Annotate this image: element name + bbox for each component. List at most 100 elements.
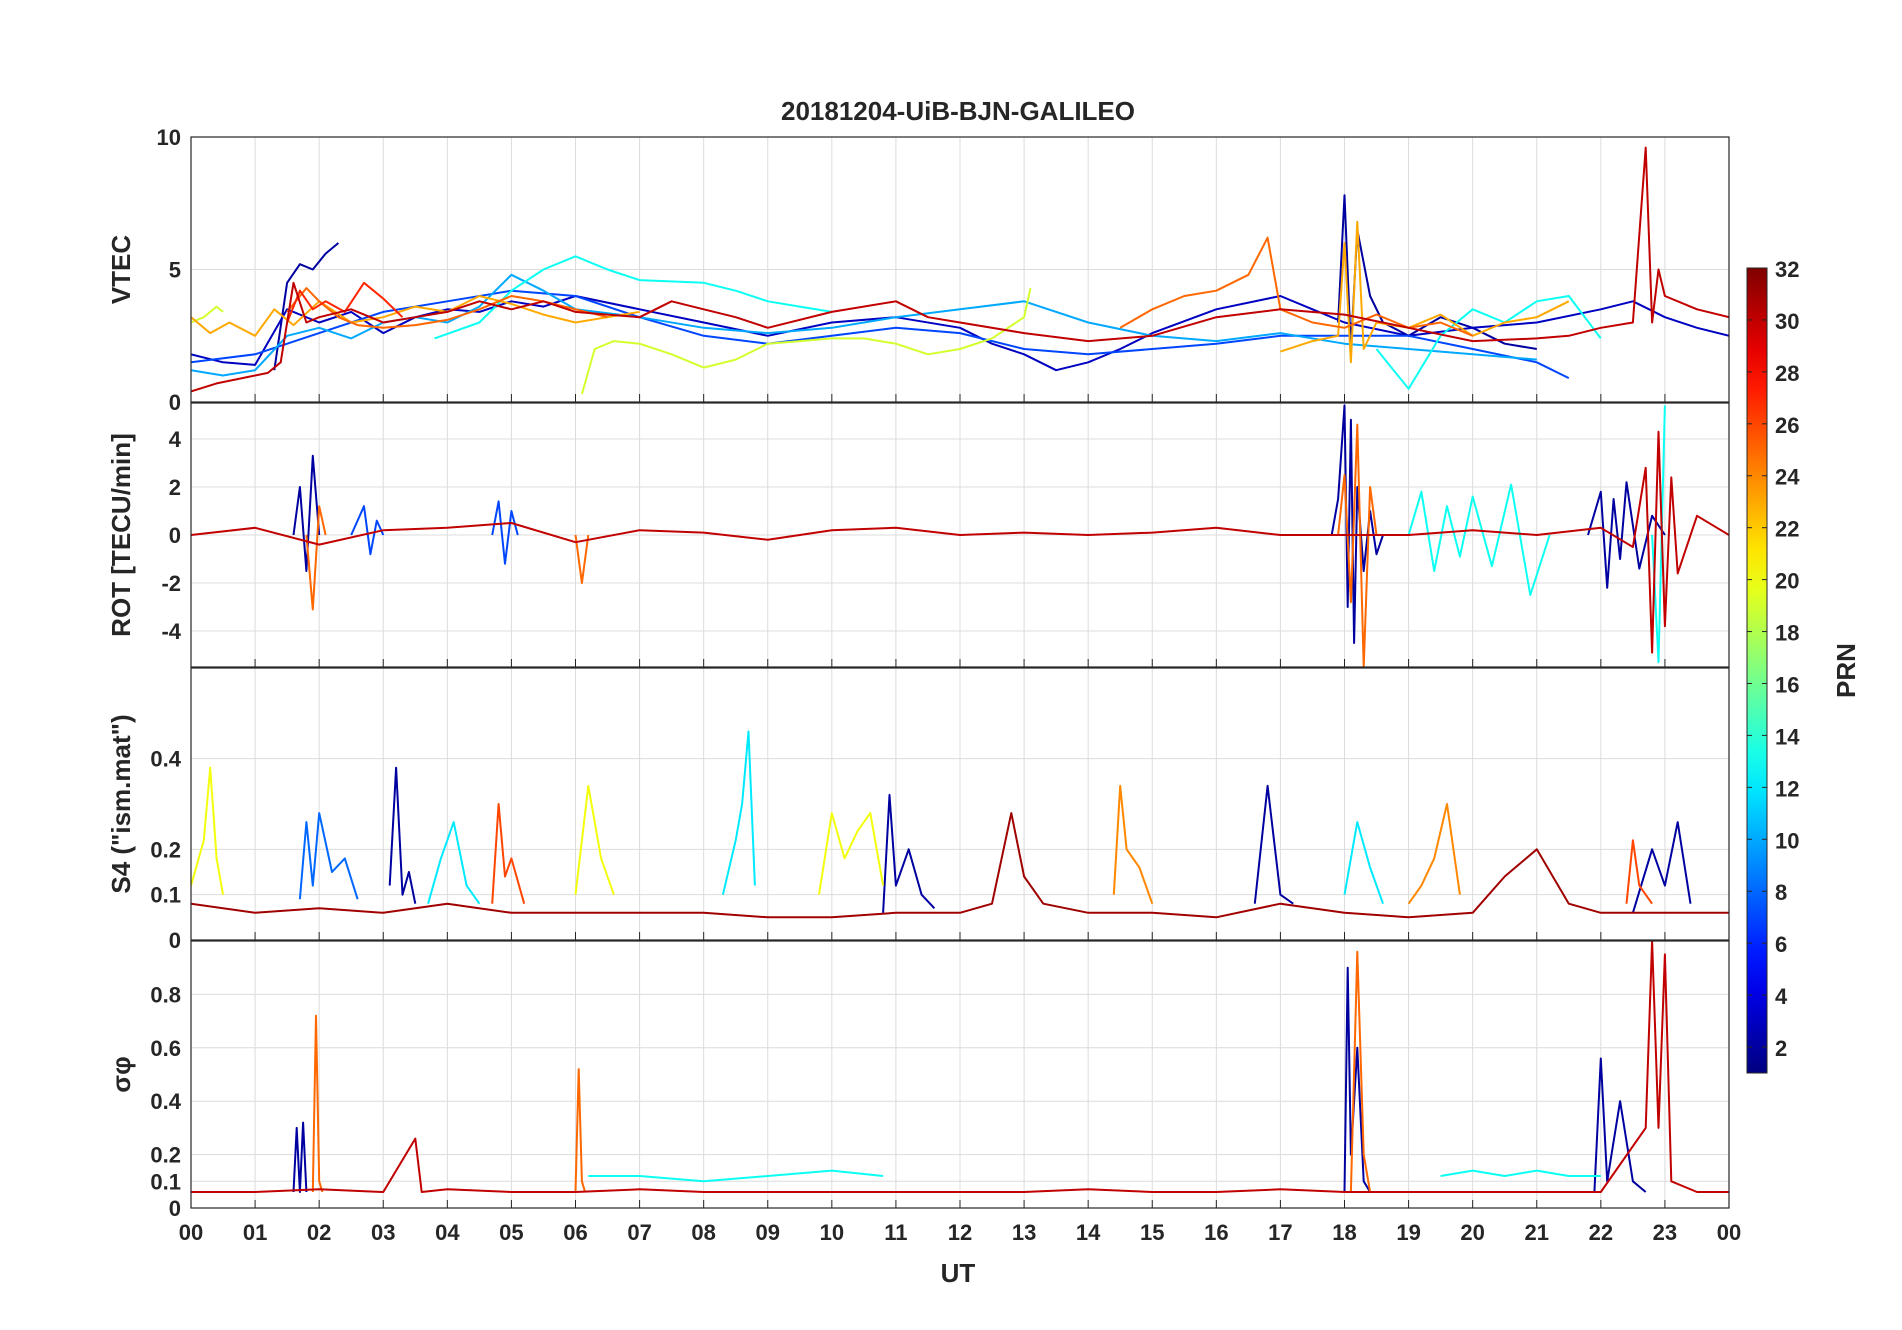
series-line-prn-13 (1375, 295, 1602, 390)
series-line-prn-12 (1343, 821, 1384, 905)
series-line-prn-13 (1440, 1169, 1601, 1177)
x-tick-label: 06 (563, 1220, 587, 1245)
colorbar-tick-label: 2 (1775, 1036, 1787, 1061)
series-line-prn-25 (574, 534, 590, 584)
series-line-prn-12 (721, 730, 756, 895)
series-line-prn-2 (1253, 784, 1294, 905)
series-line-prn-3 (191, 295, 1729, 372)
y-axis-label: σφ (106, 1056, 136, 1092)
x-tick-label: 17 (1268, 1220, 1292, 1245)
colorbar-tick-label: 24 (1775, 465, 1800, 490)
series-line-prn-20 (191, 766, 224, 895)
series-line-prn-13 (588, 1169, 884, 1183)
series-group (191, 941, 1729, 1193)
series-line-prn-23 (1280, 220, 1570, 364)
series-line-prn-27 (286, 281, 404, 323)
colorbar-tick-label: 14 (1775, 724, 1800, 749)
x-tick-label: 01 (243, 1220, 267, 1245)
series-line-prn-2 (1343, 966, 1371, 1193)
series-line-prn-19 (191, 305, 224, 324)
y-tick-label: 0.8 (150, 982, 181, 1007)
y-tick-label: 0.6 (150, 1036, 181, 1061)
colorbar-tick-label: 6 (1775, 932, 1787, 957)
series-group (191, 404, 1729, 667)
series-line-prn-13 (1407, 483, 1551, 596)
x-tick-label: 07 (627, 1220, 651, 1245)
y-tick-label: 4 (169, 427, 182, 452)
series-line-prn-24 (1407, 803, 1461, 905)
x-tick-label: 22 (1589, 1220, 1613, 1245)
y-tick-label: 5 (169, 258, 181, 283)
series-line-prn-2 (273, 242, 340, 371)
x-tick-label: 14 (1076, 1220, 1101, 1245)
series-line-prn-24 (1112, 784, 1154, 905)
series-line-prn-31 (191, 812, 1729, 919)
colorbar-tick-label: 30 (1775, 309, 1799, 334)
colorbar: 32 30 28 26 24 22 20 18 16 14 12 10 8 6 4 2 PRN (1746, 257, 1861, 1074)
y-tick-label: 0 (169, 390, 181, 415)
y-tick-label: 0.2 (150, 1143, 181, 1168)
series-line-prn-30 (191, 941, 1729, 1193)
series-line-prn-12 (427, 821, 481, 905)
y-tick-label: 2 (169, 475, 181, 500)
x-tick-label: 21 (1525, 1220, 1549, 1245)
y-tick-label: 0.1 (150, 1169, 181, 1194)
x-tick-label: 16 (1204, 1220, 1228, 1245)
y-tick-label: 10 (157, 125, 181, 150)
colorbar-tick-label: 28 (1775, 361, 1799, 386)
colorbar-tick-label: 20 (1775, 569, 1799, 594)
series-line-prn-2 (1593, 1057, 1647, 1193)
colorbar-tick-label: 16 (1775, 672, 1799, 697)
colorbar-tick-label: 4 (1775, 984, 1788, 1009)
x-tick-label: 13 (1012, 1220, 1036, 1245)
series-line-prn-13 (434, 255, 832, 340)
colorbar-tick-label: 10 (1775, 828, 1799, 853)
panel-frame (190, 136, 1730, 403)
series-line-prn-25 (305, 505, 327, 611)
x-tick-label: 04 (435, 1220, 460, 1245)
panel-frame (190, 402, 1730, 668)
series-line-prn-26 (491, 803, 526, 904)
series-line-prn-7 (350, 505, 385, 556)
series-line-prn-2 (292, 454, 321, 572)
x-tick-label: 00 (1717, 1220, 1741, 1245)
series-line-prn-10 (191, 273, 1537, 377)
series-line-prn-25 (1337, 423, 1378, 667)
panel-2: 4 2 0 -2 -4 ROT [TECU/min] (106, 402, 1730, 668)
colorbar-gradient (1746, 267, 1768, 1074)
series-line-prn-2 (1631, 821, 1692, 914)
series-line-prn-7 (191, 289, 1570, 379)
panel-1: 10 5 0 VTEC (106, 125, 1730, 415)
y-tick-label: 0 (169, 928, 181, 953)
y-tick-label: 0.1 (150, 883, 181, 908)
colorbar-tick-label: 8 (1775, 880, 1787, 905)
panel-3: 0.4 0.2 0.1 0 S4 ("ism.mat") (106, 667, 1730, 953)
colorbar-tick-label: 18 (1775, 621, 1799, 646)
x-tick-label: 08 (691, 1220, 715, 1245)
series-line-prn-30 (191, 430, 1729, 654)
series-line-prn-2 (388, 766, 417, 904)
colorbar-tick-label: 12 (1775, 776, 1799, 801)
panel-frame (190, 667, 1730, 941)
x-tick-label: 19 (1396, 1220, 1420, 1245)
series-line-prn-23 (191, 295, 640, 337)
chart-title: 20181204-UiB-BJN-GALILEO (781, 96, 1135, 126)
series-line-prn-25 (574, 1068, 587, 1193)
x-axis-label: UT (941, 1258, 976, 1288)
y-tick-label: -2 (161, 571, 181, 596)
y-tick-label: 0 (169, 1196, 181, 1221)
x-tick-label: 00 (179, 1220, 203, 1245)
colorbar-label: PRN (1831, 643, 1861, 698)
y-tick-label: 0.4 (150, 1089, 181, 1114)
series-line-prn-25 (1119, 236, 1474, 337)
series-line-prn-25 (311, 1014, 324, 1193)
series-line-prn-8 (298, 812, 359, 900)
series-line-prn-19 (580, 287, 1032, 395)
colorbar-tick-label: 22 (1775, 517, 1799, 542)
colorbar-tick-label: 32 (1775, 257, 1799, 282)
y-tick-label: 0.2 (150, 837, 181, 862)
series-line-prn-25 (1349, 950, 1372, 1193)
y-axis-label: S4 ("ism.mat") (106, 714, 136, 893)
panel-4: 0.8 0.6 0.4 0.20.10 σφ (106, 940, 1730, 1221)
series-line-prn-7 (491, 500, 519, 565)
